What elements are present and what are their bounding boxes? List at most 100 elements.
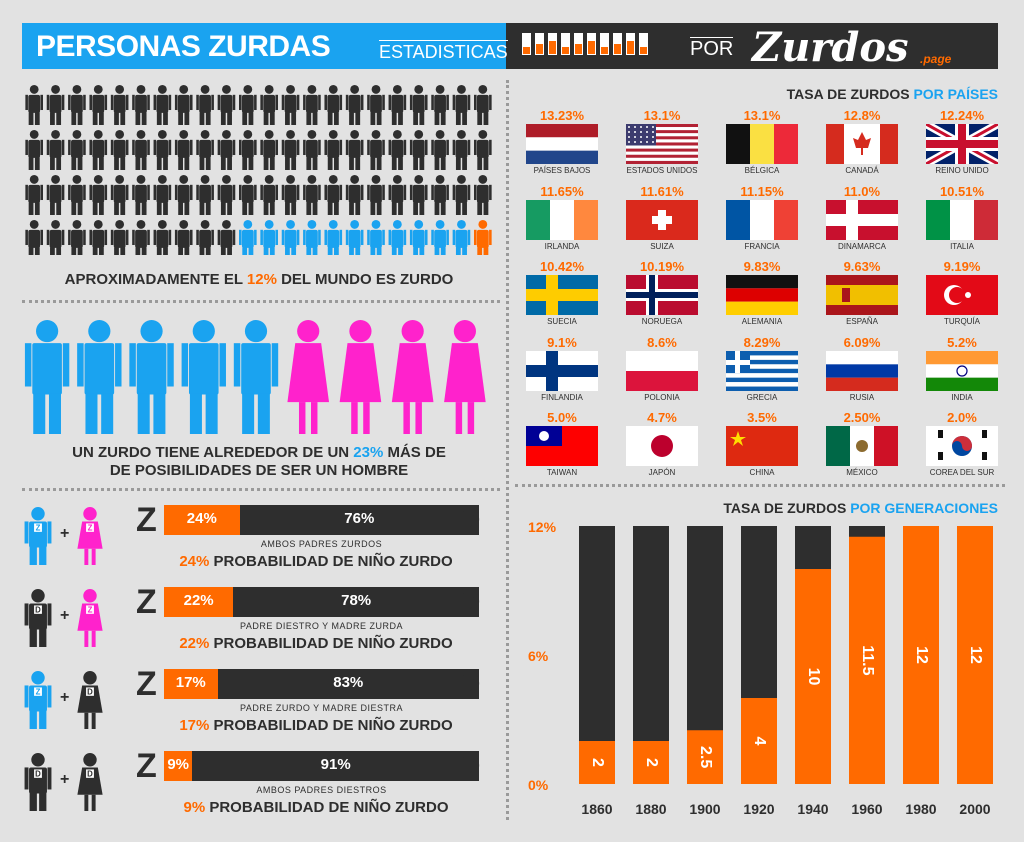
person-icon [409,85,428,125]
country-name: NORUEGA [641,317,683,326]
country-name: REINO UNIDO [935,166,989,175]
person-icon [260,85,278,125]
x-tick-label: 1920 [743,801,774,817]
y-tick-label: 12% [528,519,557,535]
country-name: SUECIA [547,317,577,326]
country-rate: 4.7% [647,410,677,425]
country-name: CANADÁ [845,166,879,175]
diestro-letter: D [456,665,481,703]
right-pct-label: 78% [341,592,372,609]
plus-sign: + [60,771,70,788]
person-icon [324,220,343,255]
person-icon [431,175,449,215]
probability-bar: 9% 91% [164,751,479,781]
bar-value [741,698,777,784]
bar-value [795,569,831,784]
left-pct-label: 24% [186,510,217,527]
zurdo-letter: Z [136,583,157,621]
person-icon [345,220,364,255]
person-icon [474,130,492,170]
person-icon [303,220,321,255]
diestro-letter: D [456,747,481,785]
person-icon [431,130,449,170]
country-rate: 12.8% [843,108,881,123]
person-icon: D [77,753,103,811]
country-item: 10.19% NORUEGA [614,259,710,326]
parents-caption: 9% PROBABILIDAD DE NIÑO ZURDO [136,799,496,816]
svg-text:Z: Z [36,688,41,697]
flag-jp-icon [626,426,698,466]
person-icon [46,130,65,170]
bar-value [957,526,993,784]
country-rate: 9.19% [943,259,981,274]
bar-value-label: 12 [967,646,984,664]
person-icon [388,85,407,125]
flag-mx-icon [826,426,898,466]
country-name: GRECIA [746,393,778,402]
svg-text:Z: Z [88,524,93,533]
person-icon [110,175,129,215]
country-item: 2.0% COREA DEL SUR [914,410,1010,477]
flag-fr-icon [726,200,798,240]
country-item: 8.6% POLONIA [614,335,710,402]
person-icon [46,85,65,125]
flag-se-icon [526,275,598,315]
country-name: IRLANDA [544,242,580,251]
person-icon [324,130,343,170]
right-pct-label: 76% [344,510,375,527]
person-icon [153,130,172,170]
caption-pct: 24% [179,553,210,570]
person-icon [303,130,321,170]
country-rate: 6.09% [843,335,881,350]
flag-fi-icon [526,351,598,391]
country-item: 10.42% SUECIA [514,259,610,326]
person-icon [217,220,236,255]
country-name: FINLANDIA [541,393,583,402]
country-name: RUSIA [849,393,875,402]
plus-sign: + [60,689,70,706]
person-icon [68,175,86,215]
parents-desc: AMBOS PADRES ZURDOS [260,539,383,549]
flag-tr-icon [926,275,998,315]
zurdo-letter: Z [136,501,157,539]
left-pct-label: 22% [183,592,214,609]
x-tick-label: 1900 [689,801,720,817]
person-icon [345,175,364,215]
country-name: POLONIA [644,393,680,402]
right-pct-label: 83% [333,674,364,691]
caption-text: PROBABILIDAD DE NIÑO ZURDO [209,553,453,570]
person-icon [196,130,214,170]
bar-value-label: 11.5 [859,645,876,675]
x-tick-label: 1980 [905,801,936,817]
country-name: PAÍSES BAJOS [533,166,591,175]
flag-pl-icon [626,351,698,391]
person-icon [431,85,449,125]
zurdo-letter: Z [136,665,157,703]
country-item: 9.1% FINLANDIA [514,335,610,402]
country-rate: 11.61% [640,184,684,199]
flag-no-icon [626,275,698,315]
person-icon [77,320,122,434]
person-icon [474,85,492,125]
country-item: 13.1% ESTADOS UNIDOS [614,108,710,175]
bar-value-label: 12 [913,646,930,664]
gender-caption: UN ZURDO TIENE ALREDEDOR DE UN 23% MÁS D… [72,444,446,479]
country-rate: 11.65% [540,184,584,199]
country-rate: 10.51% [939,184,985,199]
person-icon [25,130,43,170]
flag-cn-icon [726,426,798,466]
country-item: 5.0% TAIWAN [514,410,610,477]
person-icon [367,220,385,255]
country-rate: 2.0% [947,410,977,425]
separator [515,484,1005,487]
person-icon [89,175,108,215]
person-icon [303,175,321,215]
plus-sign: + [60,525,70,542]
person-icon [89,130,108,170]
person-icon [339,320,382,434]
header-por: POR [690,37,734,60]
country-name: ESTADOS UNIDOS [626,166,698,175]
country-item: 12.24% REINO UNIDO [914,108,1010,175]
person-icon [46,220,65,255]
country-name: BÉLGICA [744,166,780,175]
